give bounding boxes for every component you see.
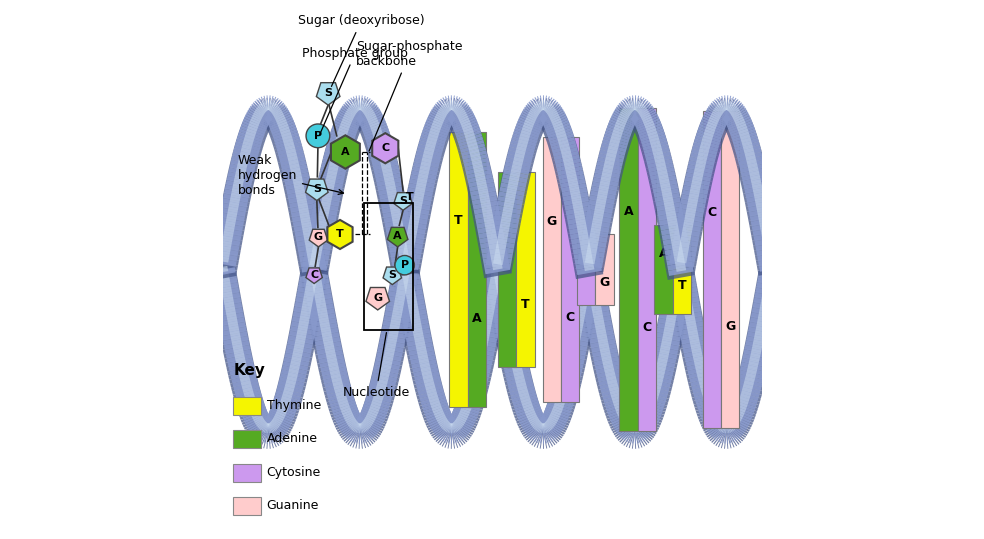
Polygon shape [306,179,328,201]
Bar [233,397,262,415]
Bar [542,137,561,402]
Text: G: G [547,215,557,229]
Text: A: A [502,228,512,241]
Text: T: T [677,279,686,292]
Text: A: A [341,147,349,157]
Bar [703,110,721,429]
Text: S: S [313,184,321,194]
Text: P: P [400,260,408,270]
Text: Adenine: Adenine [267,432,318,445]
Polygon shape [394,192,412,210]
Text: Sugar-phosphate
backbone: Sugar-phosphate backbone [356,40,462,151]
Text: G: G [599,276,610,289]
Text: C: C [310,270,318,280]
Bar [233,464,262,482]
Text: Phosphate group: Phosphate group [302,46,408,135]
Text: T: T [337,230,343,239]
Text: T: T [406,192,414,202]
Text: G: G [725,320,735,333]
Polygon shape [331,135,360,169]
Text: A: A [624,205,633,218]
Bar [578,234,595,305]
Circle shape [395,255,414,275]
Text: C: C [643,321,651,334]
Polygon shape [309,229,328,247]
Text: S: S [400,196,407,205]
Text: T: T [522,298,529,311]
Bar [517,172,534,367]
Bar [561,137,580,402]
Bar [233,430,262,448]
Polygon shape [388,227,408,247]
Bar [619,108,638,431]
Text: Weak
hydrogen
bonds: Weak hydrogen bonds [237,154,343,197]
Text: Guanine: Guanine [267,499,319,512]
Text: C: C [381,143,390,153]
Text: A: A [472,313,482,326]
Polygon shape [306,268,323,284]
Text: A: A [658,247,668,260]
Text: Cytosine: Cytosine [267,466,321,479]
Text: Key: Key [233,363,265,378]
Text: A: A [394,231,402,241]
Bar [673,225,691,314]
Bar [721,110,739,429]
Polygon shape [383,267,401,285]
Bar [595,234,614,305]
Text: Nucleotide: Nucleotide [342,333,409,399]
Text: G: G [373,293,383,302]
Bar [638,108,656,431]
Text: C: C [582,250,590,263]
Text: C: C [707,206,716,219]
Bar [450,132,467,407]
Bar [364,203,413,330]
Text: P: P [314,131,322,141]
Polygon shape [328,220,352,249]
Text: S: S [324,88,333,98]
Text: G: G [314,232,323,242]
Bar [654,225,673,314]
Bar [233,497,262,515]
Polygon shape [366,287,390,310]
Text: Sugar (deoxyribose): Sugar (deoxyribose) [298,14,424,86]
Polygon shape [316,82,339,105]
Circle shape [306,124,330,148]
Text: Thymine: Thymine [267,399,321,412]
Text: S: S [389,270,397,280]
Text: C: C [566,310,575,324]
Polygon shape [372,133,399,163]
Bar [498,172,517,367]
Bar [467,132,486,407]
Text: T: T [455,213,462,226]
